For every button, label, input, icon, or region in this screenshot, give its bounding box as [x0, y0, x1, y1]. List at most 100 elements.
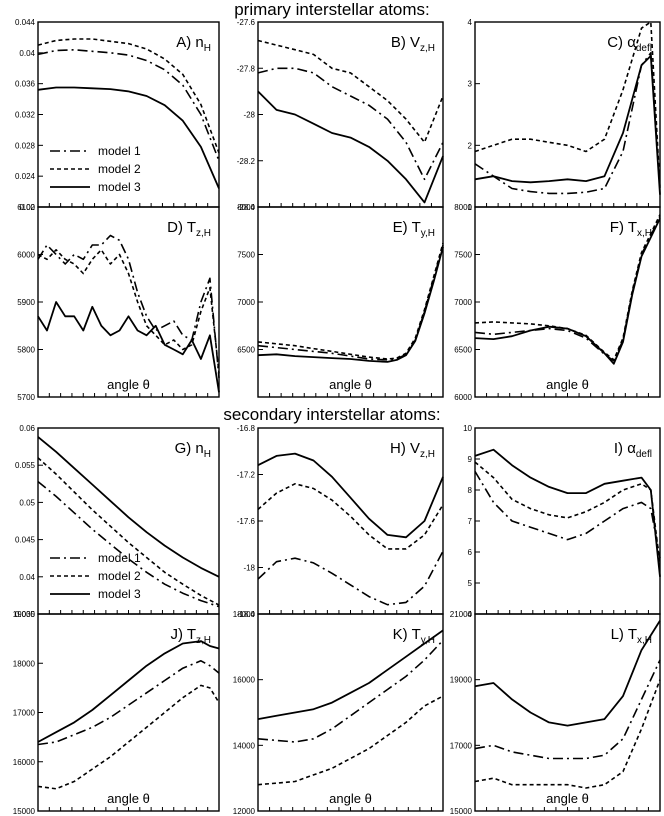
panel-g-series-model-2	[37, 457, 220, 606]
panel-l-ytick-label: 19000	[450, 676, 473, 685]
panel-g-ytick-label: 0.035	[15, 610, 36, 619]
panel-c-ytick-label: 2	[468, 141, 473, 150]
panel-g-legend-label: model 1	[98, 551, 141, 565]
panel-b-label: B) Vz,H	[391, 34, 435, 54]
panel-k-ytick-label: 16000	[233, 676, 256, 685]
panel-k-xlabel: angle θ	[329, 791, 372, 806]
panel-a-ytick-label: 0.02	[19, 203, 35, 212]
panel-h-series-model-1	[257, 550, 444, 606]
panel-a-ytick-label: 0.028	[15, 141, 36, 150]
panel-i-ytick-label: 9	[468, 455, 473, 464]
panel-g-series-model-3	[37, 436, 220, 578]
panel-j-ytick-label: 18000	[13, 659, 36, 668]
panel-l-ytick-label: 15000	[450, 807, 473, 816]
panel-l-series-model-2	[474, 679, 661, 789]
panel-f-ytick-label: 6000	[454, 393, 472, 402]
panel-i-series-model-1	[474, 470, 661, 559]
panel-k-series-model-3	[257, 629, 444, 720]
panel-d-ytick-label: 6000	[17, 251, 35, 260]
panel-k-series-model-1	[257, 639, 444, 743]
panel-k-label: K) Ty,H	[393, 626, 435, 646]
panel-j-ytick-label: 16000	[13, 758, 36, 767]
panel-h-series-model-2	[257, 482, 444, 550]
panel-d-label: D) Tz,H	[167, 219, 211, 239]
panel-l-xlabel: angle θ	[546, 791, 589, 806]
panel-l-series-model-1	[474, 659, 661, 760]
panel-c-ytick-label: 3	[468, 80, 473, 89]
panel-j-xlabel: angle θ	[107, 791, 150, 806]
panel-a-legend-label: model 3	[98, 180, 141, 194]
section-title-secondary: secondary interstellar atoms:	[223, 405, 441, 424]
panel-a-ytick-label: 0.036	[15, 80, 36, 89]
panel-d-series-model-2	[37, 249, 220, 374]
panel-a-series-model-1	[37, 48, 220, 162]
panel-j-series-model-1	[37, 659, 220, 746]
panel-f-ytick-label: 7500	[454, 251, 472, 260]
panel-h-ytick-label: -16.8	[237, 424, 256, 433]
panel-b-ytick-label: -28.4	[237, 203, 256, 212]
panel-h-ytick-label: -18.4	[237, 610, 256, 619]
panel-e-label: E) Ty,H	[393, 219, 435, 239]
panel-i-ytick-label: 5	[468, 579, 473, 588]
panel-k-ytick-label: 12000	[233, 807, 256, 816]
panel-l-label: L) Tx,H	[611, 626, 652, 646]
panel-f-xlabel: angle θ	[546, 377, 589, 392]
panel-k-series-model-2	[257, 695, 444, 786]
panel-k-ytick-label: 18000	[233, 610, 256, 619]
panel-g-legend-label: model 2	[98, 569, 141, 583]
panel-b-ytick-label: -27.8	[237, 64, 256, 73]
panel-i-ytick-label: 4	[468, 610, 473, 619]
panel-e-ytick-label: 7500	[237, 251, 255, 260]
panel-l-ytick-label: 17000	[450, 741, 473, 750]
panel-i-series-model-3	[474, 448, 661, 577]
panel-e-ytick-label: 7000	[237, 298, 255, 307]
panel-a-legend-label: model 2	[98, 162, 141, 176]
panel-l-ytick-label: 21000	[450, 610, 473, 619]
panel-d-xlabel: angle θ	[107, 377, 150, 392]
panel-j-label: J) Tz,H	[170, 626, 211, 646]
panel-g-ytick-label: 0.055	[15, 461, 36, 470]
panel-f-ytick-label: 8000	[454, 203, 472, 212]
panel-i-ytick-label: 6	[468, 548, 473, 557]
panel-j-frame	[37, 613, 220, 812]
panel-c-series-model-1	[474, 51, 661, 195]
panel-g-ytick-label: 0.06	[19, 424, 35, 433]
panel-b-ytick-label: -28.2	[237, 157, 256, 166]
panel-a-label: A) nH	[176, 34, 211, 54]
panel-i-ytick-label: 7	[468, 517, 473, 526]
panel-c-series-model-2	[474, 21, 661, 189]
panel-f-ytick-label: 6500	[454, 346, 472, 355]
panel-j-ytick-label: 15000	[13, 807, 36, 816]
panel-b-series-model-1	[257, 67, 444, 181]
panel-a-ytick-label: 0.024	[15, 172, 36, 181]
panel-a-ytick-label: 0.044	[15, 18, 36, 27]
panel-a-legend-label: model 1	[98, 144, 141, 158]
panel-d-ytick-label: 5900	[17, 298, 35, 307]
panel-e-ytick-label: 8000	[237, 203, 255, 212]
panel-j-ytick-label: 19000	[13, 610, 36, 619]
panel-a-ytick-label: 0.04	[19, 49, 35, 58]
panel-d-ytick-label: 5700	[17, 393, 35, 402]
panel-f-ytick-label: 7000	[454, 298, 472, 307]
panel-a-series-model-2	[37, 38, 220, 154]
panel-i-ytick-label: 8	[468, 486, 473, 495]
panel-g-ytick-label: 0.05	[19, 498, 35, 507]
panel-b-ytick-label: -27.6	[237, 18, 256, 27]
panel-a-series-model-3	[37, 86, 220, 189]
panel-e-series-model-2	[257, 242, 444, 360]
panel-h-series-model-3	[257, 452, 444, 539]
panel-h-ytick-label: -17.6	[237, 517, 256, 526]
panel-g-legend-label: model 3	[98, 587, 141, 601]
panel-h-ytick-label: -17.2	[237, 471, 256, 480]
panel-i-series-model-2	[474, 461, 661, 565]
panel-d-ytick-label: 5800	[17, 346, 35, 355]
panel-g-series-model-1	[37, 480, 220, 608]
panel-d-ytick-label: 6100	[17, 203, 35, 212]
panel-k-frame	[257, 613, 444, 812]
panel-g-label: G) nH	[175, 440, 211, 460]
panel-j-series-model-2	[37, 684, 220, 790]
panel-j-ytick-label: 17000	[13, 709, 36, 718]
panel-d-series-model-1	[37, 234, 220, 379]
panel-k-ytick-label: 14000	[233, 741, 256, 750]
